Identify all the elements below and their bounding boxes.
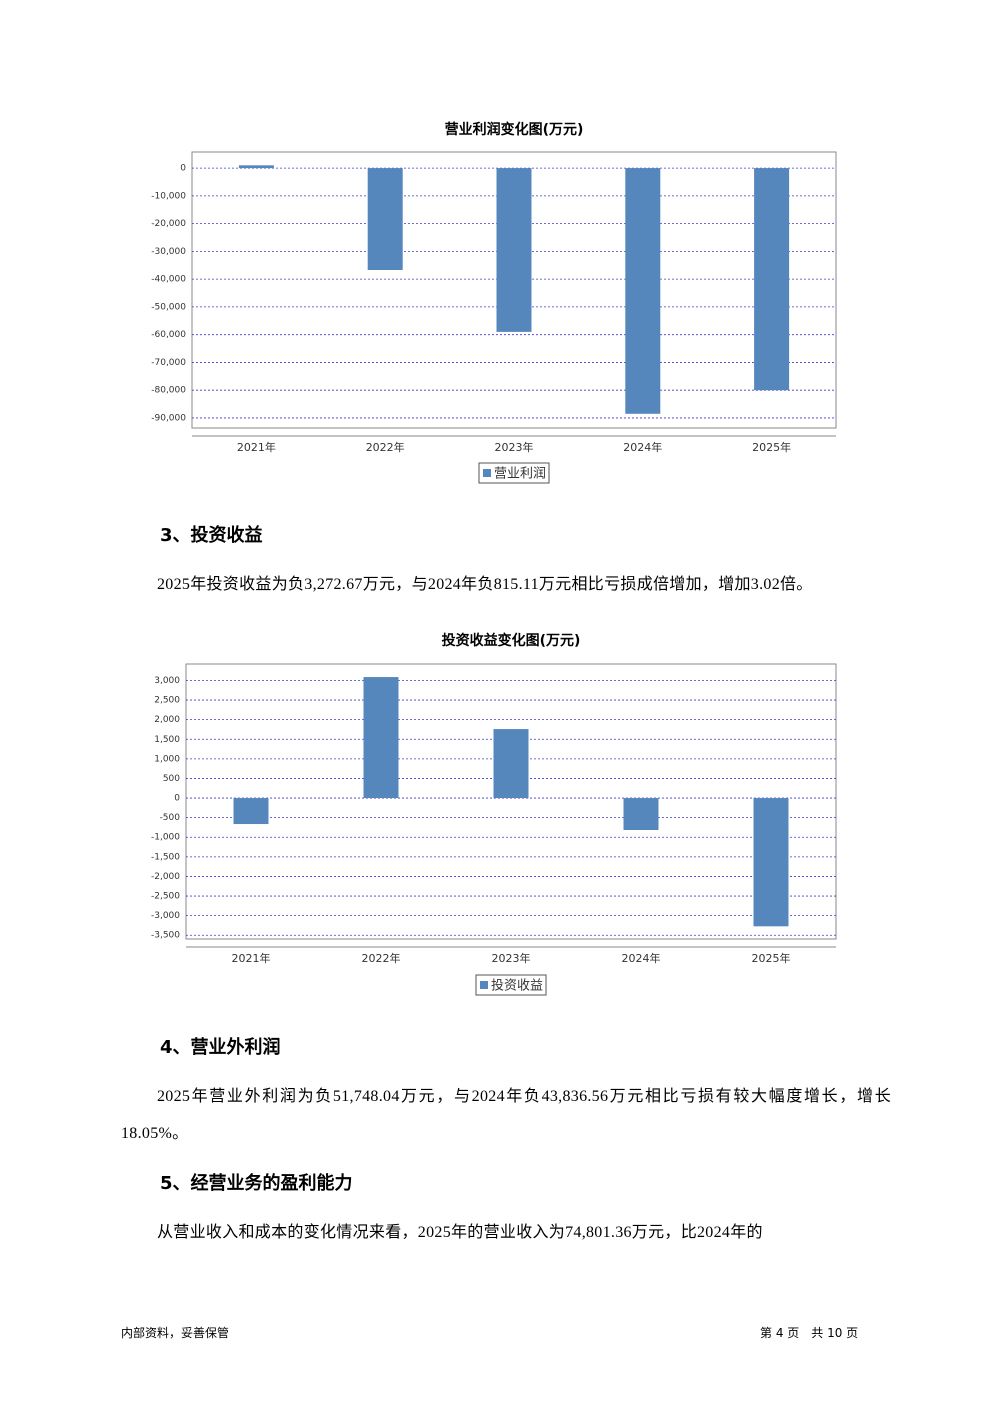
legend-label: 营业利润	[494, 467, 546, 482]
y-tick-label: 0	[174, 794, 180, 804]
y-tick-label: 2,500	[154, 696, 180, 706]
x-tick-label: 2024年	[623, 440, 662, 454]
x-tick-label: 2022年	[366, 440, 405, 454]
x-tick-label: 2025年	[752, 440, 791, 454]
x-tick-label: 2023年	[492, 951, 531, 965]
legend-label: 投资收益	[491, 978, 543, 994]
x-tick-label: 2024年	[622, 951, 661, 965]
legend: 营业利润	[478, 462, 550, 484]
plot-frame	[185, 663, 837, 940]
bar	[233, 798, 269, 825]
y-tick-label: -2,500	[151, 892, 180, 902]
y-tick-label: -500	[160, 813, 181, 823]
bar	[754, 168, 790, 391]
y-tick-label: -10,000	[151, 191, 186, 201]
paragraph: 2025年投资收益为负3,272.67万元，与2024年负815.11万元相比亏…	[157, 576, 813, 593]
legend: 投资收益	[475, 974, 547, 996]
chart-title: 投资收益变化图(万元)	[442, 632, 581, 649]
x-tick-label: 2023年	[495, 440, 534, 454]
y-tick-label: -1,500	[151, 852, 180, 862]
y-tick-label: -2,000	[151, 872, 180, 882]
legend-box	[478, 462, 550, 484]
bar	[367, 168, 403, 270]
chart-title: 营业利润变化图(万元)	[445, 121, 584, 138]
y-tick-label: 0	[180, 164, 186, 174]
y-tick-label: -80,000	[151, 386, 186, 396]
y-tick-label: -40,000	[151, 275, 186, 285]
bar	[238, 165, 274, 169]
bar	[625, 168, 661, 414]
y-tick-label: -50,000	[151, 302, 186, 312]
bar	[753, 798, 789, 927]
y-tick-label: -70,000	[151, 358, 186, 368]
x-tick-label: 2021年	[237, 440, 276, 454]
heading: 5、经营业务的盈利能力	[160, 1173, 353, 1194]
y-tick-label: -1,000	[151, 833, 180, 843]
y-tick-label: -60,000	[151, 330, 186, 340]
bar	[493, 729, 529, 799]
y-tick-label: 1,000	[154, 754, 180, 764]
legend-swatch	[479, 981, 488, 989]
bar	[496, 168, 532, 332]
bar	[623, 798, 659, 831]
y-tick-label: 2,000	[154, 715, 180, 725]
x-tick-label: 2025年	[752, 951, 791, 965]
x-tick-label: 2021年	[232, 951, 271, 965]
y-tick-label: 3,000	[154, 676, 180, 686]
paragraph: 2025年营业外利润为负51,748.04万元，与2024年负43,836.56…	[121, 1088, 891, 1142]
legend-box	[475, 974, 547, 996]
bar	[363, 677, 399, 799]
footer-left: 内部资料，妥善保管	[121, 1326, 230, 1340]
x-tick-label: 2022年	[362, 951, 401, 965]
y-tick-label: -90,000	[151, 413, 186, 423]
y-tick-label: -20,000	[151, 219, 186, 229]
plot-frame	[191, 151, 837, 429]
legend-swatch	[482, 469, 491, 477]
y-tick-label: 500	[163, 774, 180, 784]
paragraph: 从营业收入和成本的变化情况来看，2025年的营业收入为74,801.36万元，比…	[157, 1224, 763, 1241]
y-tick-label: -30,000	[151, 247, 186, 257]
y-tick-label: 1,500	[154, 735, 180, 745]
y-tick-label: -3,000	[151, 911, 180, 921]
footer-right: 第 4 页 共 10 页	[760, 1326, 859, 1340]
heading: 3、投资收益	[160, 525, 263, 546]
y-tick-label: -3,500	[151, 931, 180, 941]
heading: 4、营业外利润	[160, 1037, 281, 1058]
